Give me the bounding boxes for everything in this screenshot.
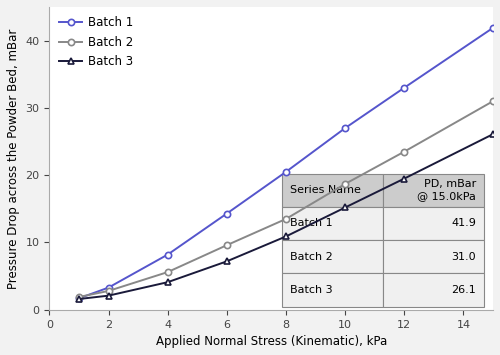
Batch 1 xyxy=(224,212,230,216)
Batch 3 xyxy=(164,280,170,284)
Batch 2 xyxy=(106,289,112,293)
Line: Batch 3: Batch 3 xyxy=(76,131,496,302)
Batch 3 xyxy=(106,294,112,298)
Batch 3 xyxy=(76,297,82,301)
Batch 1 xyxy=(490,26,496,30)
Line: Batch 1: Batch 1 xyxy=(76,25,496,301)
Y-axis label: Pressure Drop across the Powder Bed, mBar: Pressure Drop across the Powder Bed, mBa… xyxy=(7,28,20,289)
Batch 2 xyxy=(283,217,289,221)
Batch 2 xyxy=(342,182,348,186)
Batch 1 xyxy=(106,285,112,290)
Line: Batch 2: Batch 2 xyxy=(76,98,496,300)
Batch 1 xyxy=(402,86,407,90)
X-axis label: Applied Normal Stress (Kinematic), kPa: Applied Normal Stress (Kinematic), kPa xyxy=(156,335,387,348)
Batch 2 xyxy=(164,270,170,274)
Batch 1 xyxy=(76,296,82,300)
Batch 2 xyxy=(402,149,407,154)
Batch 1 xyxy=(342,126,348,130)
Legend: Batch 1, Batch 2, Batch 3: Batch 1, Batch 2, Batch 3 xyxy=(56,13,137,72)
Batch 3 xyxy=(402,176,407,181)
Batch 3 xyxy=(490,132,496,136)
Batch 3 xyxy=(283,234,289,239)
Batch 1 xyxy=(283,170,289,174)
Batch 3 xyxy=(224,259,230,263)
Batch 2 xyxy=(490,99,496,103)
Batch 2 xyxy=(76,295,82,299)
Batch 2 xyxy=(224,243,230,247)
Batch 1 xyxy=(164,252,170,257)
Batch 3 xyxy=(342,205,348,209)
